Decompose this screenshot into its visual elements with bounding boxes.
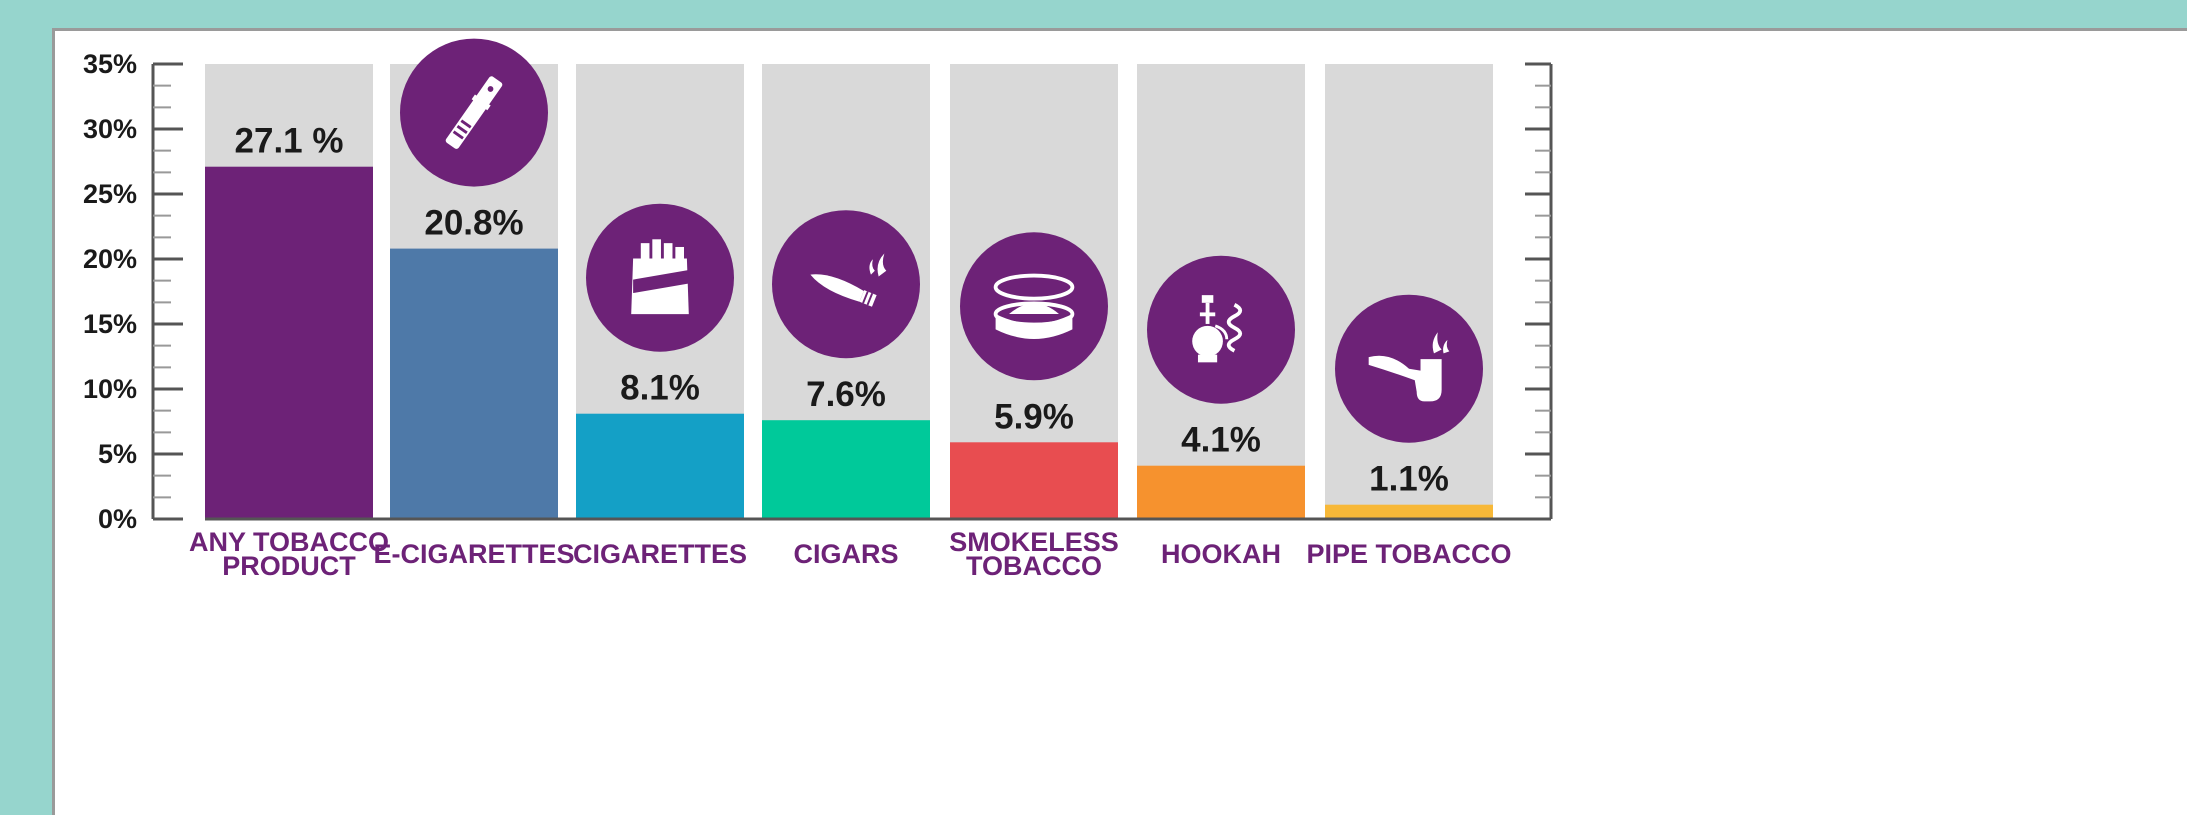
y-tick-label: 15% [83, 309, 137, 339]
hookah-icon [1147, 255, 1295, 404]
chart-frame: 0% 5% 10% 15% 20% 25% 30% 35% 27.1 % ANY TOBACCO… [52, 28, 2187, 815]
bar-group: 20.8% E-CIGARETTES [373, 38, 575, 569]
data-label: 4.1% [1181, 421, 1261, 460]
category-label: HOOKAH [1161, 539, 1281, 569]
bar-track [1325, 64, 1493, 519]
category-label: ANY TOBACCO PRODUCT [189, 527, 389, 581]
y-tick-label: 0% [98, 504, 137, 534]
bar [205, 166, 373, 519]
bar-group: 7.6% CIGARS [762, 64, 930, 569]
category-label: CIGARETTES [573, 539, 747, 569]
data-label: 8.1% [620, 369, 700, 408]
category-label: SMOKELESS TOBACCO [949, 527, 1119, 581]
y-tick-label: 20% [83, 244, 137, 274]
bar [762, 420, 930, 519]
bar [576, 413, 744, 519]
y-tick-label: 10% [83, 374, 137, 404]
smokeless-tobacco-tin-icon [960, 232, 1108, 381]
data-label: 5.9% [994, 397, 1074, 436]
bar [1325, 504, 1493, 519]
category-label: CIGARS [793, 539, 898, 569]
bar-group: 27.1 % ANY TOBACCO PRODUCT [189, 64, 389, 581]
y-tick-label: 30% [83, 114, 137, 144]
data-label: 20.8% [424, 204, 523, 243]
data-label: 1.1% [1369, 460, 1449, 499]
y-tick-label: 35% [83, 49, 137, 79]
bar-group: 1.1% PIPE TOBACCO [1306, 64, 1512, 569]
bar-chart: 0% 5% 10% 15% 20% 25% 30% 35% 27.1 % ANY TOBACCO… [83, 38, 1553, 581]
y-axis: 0% 5% 10% 15% 20% 25% 30% 35% [83, 49, 183, 534]
data-label: 27.1 % [235, 122, 344, 161]
pipe-icon [1335, 294, 1483, 443]
cigar-icon [772, 210, 920, 359]
cigarette-pack-icon [586, 203, 734, 352]
bar-group: 8.1% CIGARETTES [573, 64, 747, 569]
e-cigarette-icon [400, 38, 548, 187]
y-tick-label: 25% [83, 179, 137, 209]
bar [950, 442, 1118, 519]
category-label: E-CIGARETTES [373, 539, 574, 569]
category-label: PIPE TOBACCO [1306, 539, 1511, 569]
bars: 27.1 % ANY TOBACCO PRODUCT 20.8% E-CIGARETTE… [189, 38, 1512, 581]
right-axis [1525, 62, 1553, 521]
bar-group: 5.9% SMOKELESS TOBACCO [949, 64, 1119, 581]
y-tick-label: 5% [98, 439, 137, 469]
bar [1137, 465, 1305, 519]
data-label: 7.6% [806, 375, 886, 414]
bar-group: 4.1% HOOKAH [1137, 64, 1305, 569]
bar [390, 248, 558, 519]
